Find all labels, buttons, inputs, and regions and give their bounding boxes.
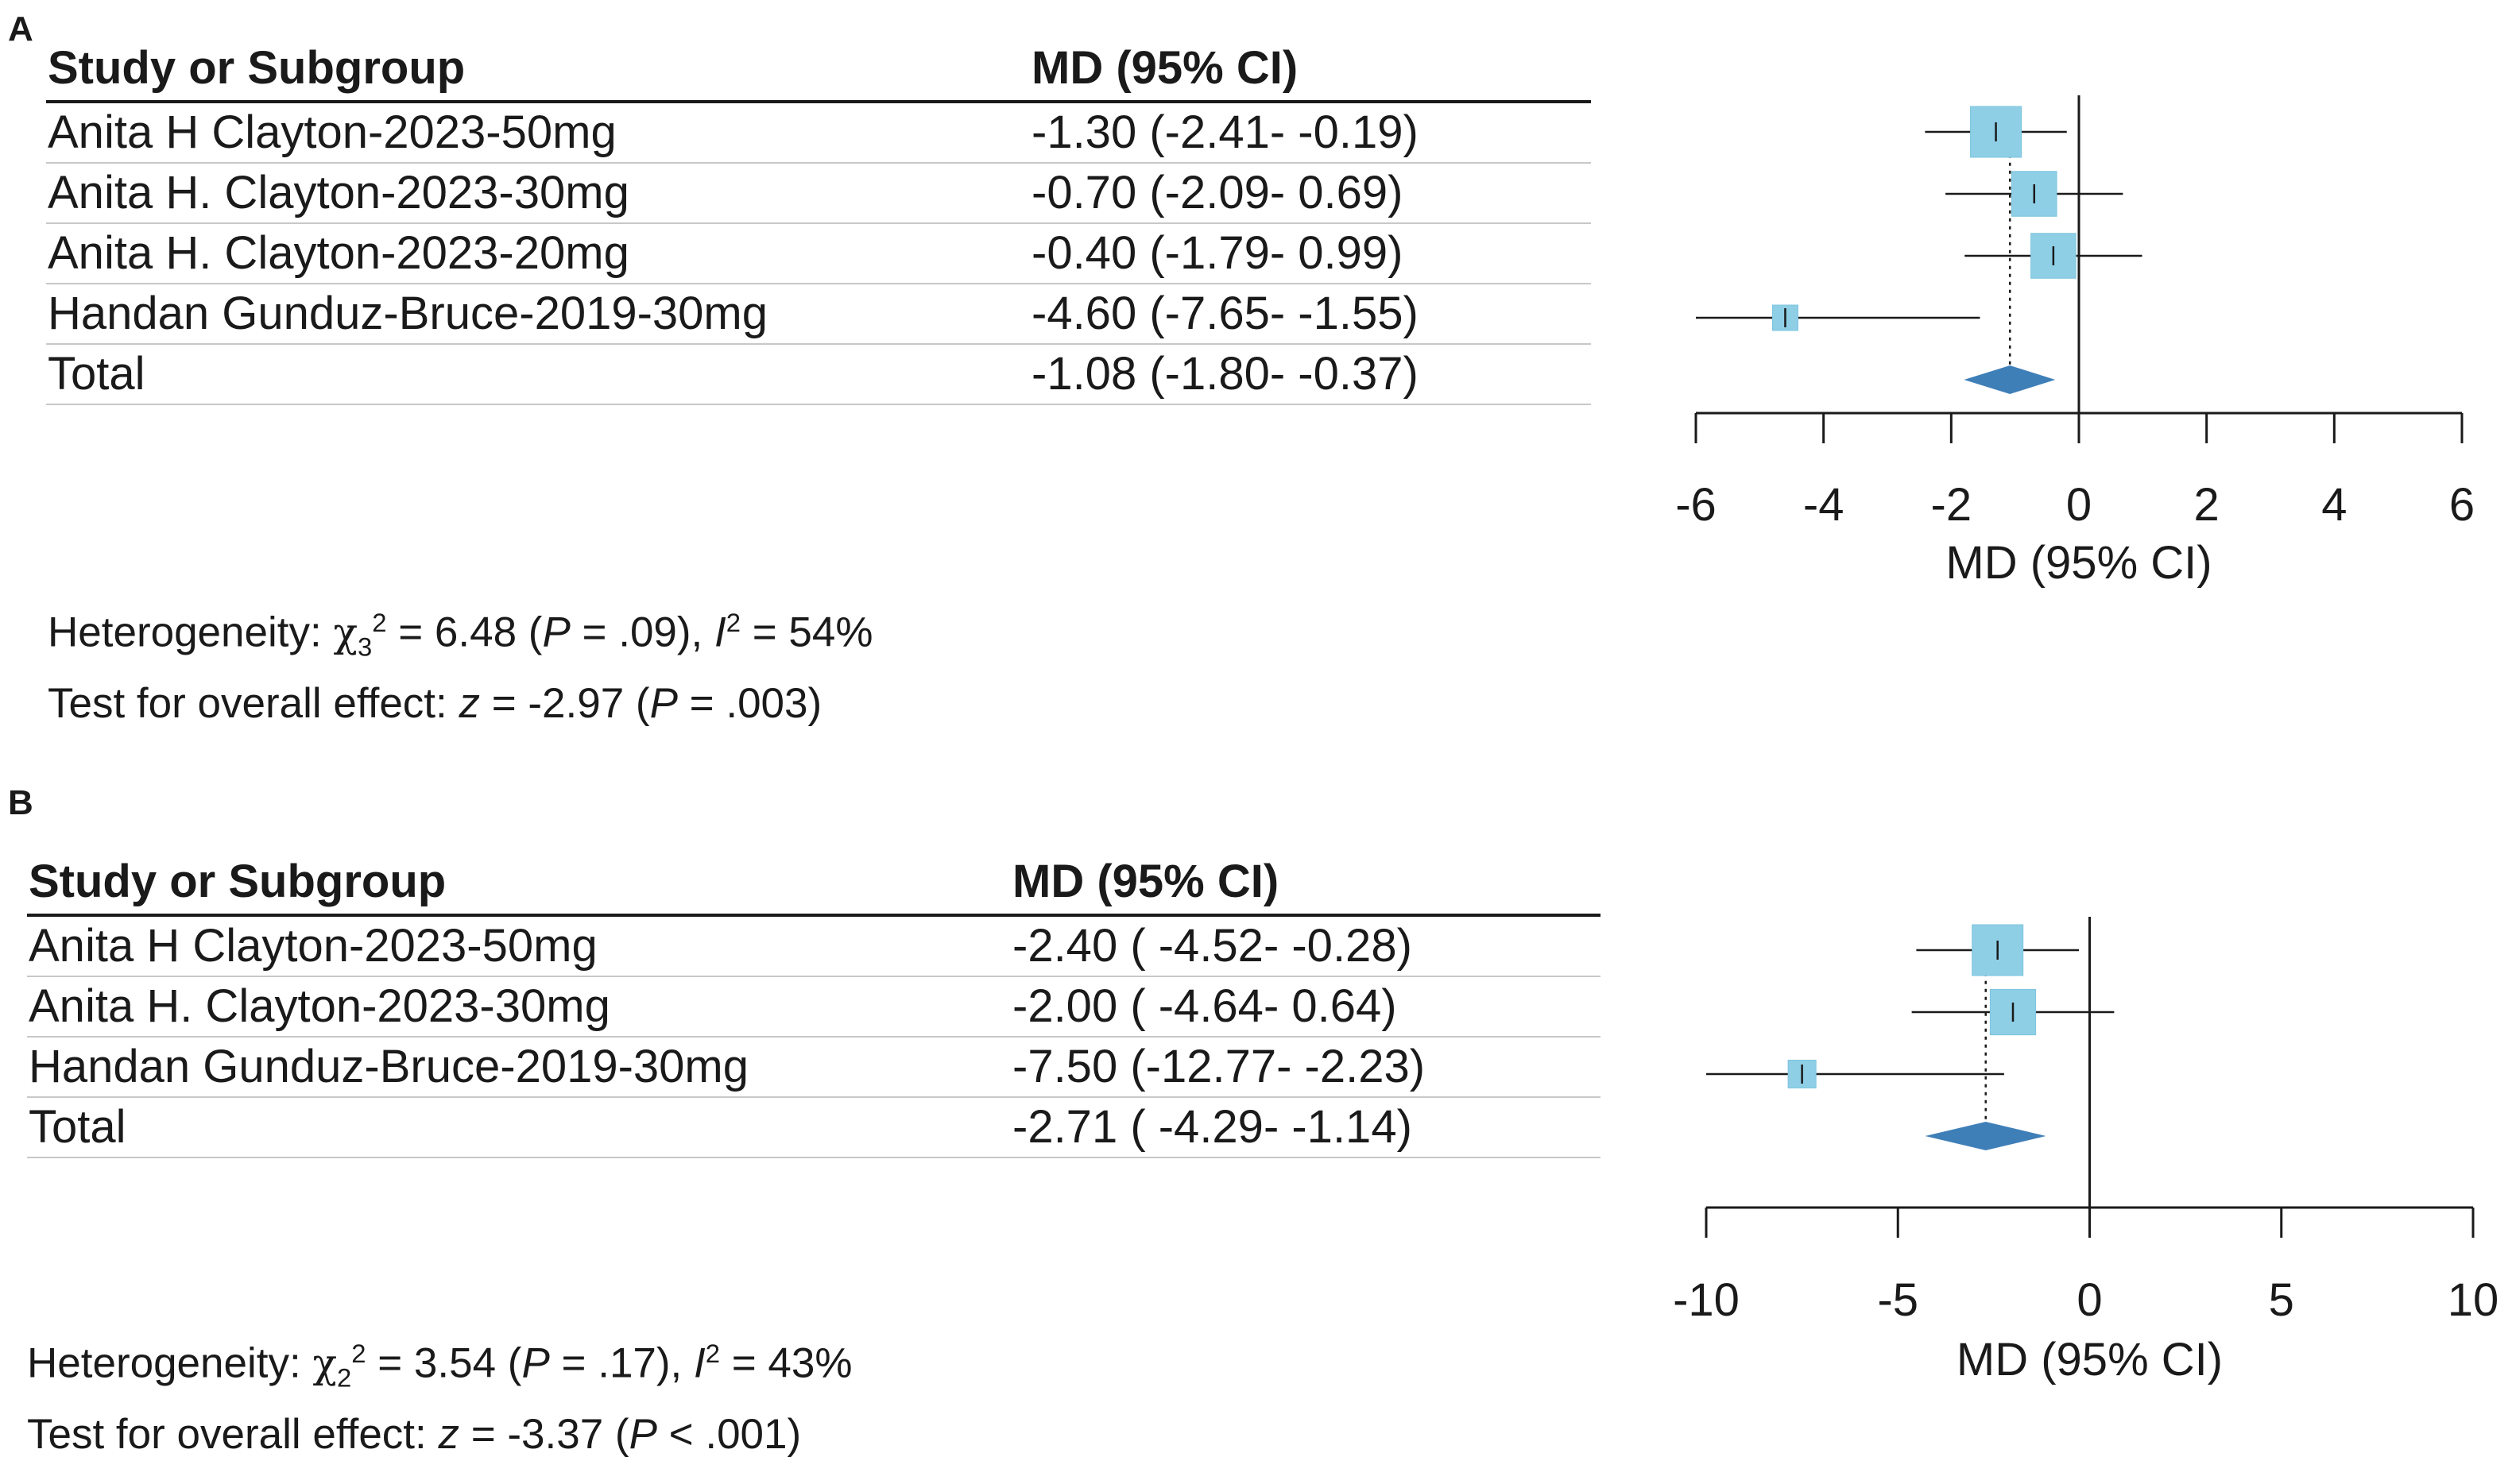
pooled-diamond — [1925, 1122, 2046, 1150]
panel-label: B — [8, 783, 33, 822]
x-tick-label: 6 — [2449, 479, 2475, 531]
study-md: -7.50 (-12.77- -2.23) — [1012, 1041, 1426, 1092]
study-md: -0.40 (-1.79- 0.99) — [1032, 227, 1403, 279]
x-tick-label: 2 — [2194, 479, 2220, 531]
table-row: Anita H. Clayton-2023-30mg -2.00 ( -4.64… — [27, 977, 1600, 1038]
forest-plot-panel-b: B Study or Subgroup MD (95% CI) Anita H … — [0, 767, 2512, 1484]
header-study: Study or Subgroup — [48, 42, 466, 94]
table-row: Anita H Clayton-2023-50mg -1.30 (-2.41- … — [46, 103, 1591, 164]
total-md: -1.08 (-1.80- -0.37) — [1032, 348, 1419, 400]
study-name: Handan Gunduz-Bruce-2019-30mg — [29, 1041, 749, 1092]
x-tick-label: -6 — [1675, 479, 1717, 531]
x-tick-label: -2 — [1931, 479, 1972, 531]
table-row: Anita H. Clayton-2023-20mg -0.40 (-1.79-… — [46, 224, 1591, 284]
x-tick-label: 10 — [2448, 1274, 2499, 1326]
heterogeneity-line: Heterogeneity: χ32 = 6.48 (P = .09), I2 … — [48, 608, 873, 662]
stats-block: Heterogeneity: χ22 = 3.54 (P = .17), I2 … — [27, 1325, 853, 1463]
overall-effect-line: Test for overall effect: z = -3.37 (P < … — [27, 1411, 802, 1459]
study-table: Study or Subgroup MD (95% CI) Anita H Cl… — [46, 37, 1591, 405]
table-row: Anita H Clayton-2023-50mg -2.40 ( -4.52-… — [27, 917, 1600, 977]
forest-plot-b: -10 -5 0 5 10 MD (95% CI) — [1673, 917, 2499, 1385]
study-name: Anita H. Clayton-2023-30mg — [29, 980, 610, 1032]
panel-label: A — [8, 10, 33, 48]
table-header: Study or Subgroup MD (95% CI) — [46, 37, 1591, 103]
study-md: -2.00 ( -4.64- 0.64) — [1012, 980, 1397, 1032]
study-table: Study or Subgroup MD (95% CI) Anita H Cl… — [27, 850, 1600, 1158]
table-row: Handan Gunduz-Bruce-2019-30mg -4.60 (-7.… — [46, 284, 1591, 345]
header-study: Study or Subgroup — [29, 856, 447, 907]
x-axis-title: MD (95% CI) — [1957, 1334, 2223, 1385]
study-name: Anita H. Clayton-2023-30mg — [48, 167, 629, 218]
study-md: -0.70 (-2.09- 0.69) — [1032, 167, 1403, 218]
study-name: Anita H Clayton-2023-50mg — [48, 106, 617, 158]
x-tick-label: -4 — [1803, 479, 1844, 531]
table-row: Anita H. Clayton-2023-30mg -0.70 (-2.09-… — [46, 164, 1591, 224]
effect-square — [1989, 988, 2037, 1036]
x-tick-label: 4 — [2321, 479, 2347, 531]
x-tick-label: -5 — [1877, 1274, 1918, 1326]
total-md: -2.71 ( -4.29- -1.14) — [1012, 1101, 1412, 1153]
header-md: MD (95% CI) — [1032, 42, 1299, 94]
study-name: Handan Gunduz-Bruce-2019-30mg — [48, 288, 768, 339]
overall-effect-line: Test for overall effect: z = -2.97 (P = … — [48, 680, 822, 728]
total-name: Total — [29, 1101, 126, 1153]
header-md: MD (95% CI) — [1012, 856, 1279, 907]
study-name: Anita H. Clayton-2023-20mg — [48, 227, 629, 279]
x-tick-label: 5 — [2269, 1274, 2294, 1326]
forest-plot-a: -6 -4 -2 0 2 4 6 MD (95% CI) — [1675, 95, 2475, 589]
x-axis-title: MD (95% CI) — [1945, 537, 2212, 589]
table-row: Handan Gunduz-Bruce-2019-30mg -7.50 (-12… — [27, 1038, 1600, 1098]
study-md: -2.40 ( -4.52- -0.28) — [1012, 920, 1412, 972]
x-tick-label: 0 — [2077, 1274, 2102, 1326]
stats-block: Heterogeneity: χ32 = 6.48 (P = .09), I2 … — [48, 594, 873, 732]
table-row-total: Total -2.71 ( -4.29- -1.14) — [27, 1098, 1600, 1158]
study-name: Anita H Clayton-2023-50mg — [29, 920, 598, 972]
x-tick-label: 0 — [2066, 479, 2092, 531]
total-name: Total — [48, 348, 145, 400]
table-header: Study or Subgroup MD (95% CI) — [27, 850, 1600, 917]
x-tick-label: -10 — [1673, 1274, 1740, 1326]
forest-plot-panel-a: A Study or Subgroup MD (95% CI) Anita H … — [0, 0, 2512, 739]
pooled-diamond — [1964, 365, 2056, 394]
study-md: -4.60 (-7.65- -1.55) — [1032, 288, 1419, 339]
study-md: -1.30 (-2.41- -0.19) — [1032, 106, 1419, 158]
table-row-total: Total -1.08 (-1.80- -0.37) — [46, 345, 1591, 405]
heterogeneity-line: Heterogeneity: χ22 = 3.54 (P = .17), I2 … — [27, 1339, 853, 1393]
